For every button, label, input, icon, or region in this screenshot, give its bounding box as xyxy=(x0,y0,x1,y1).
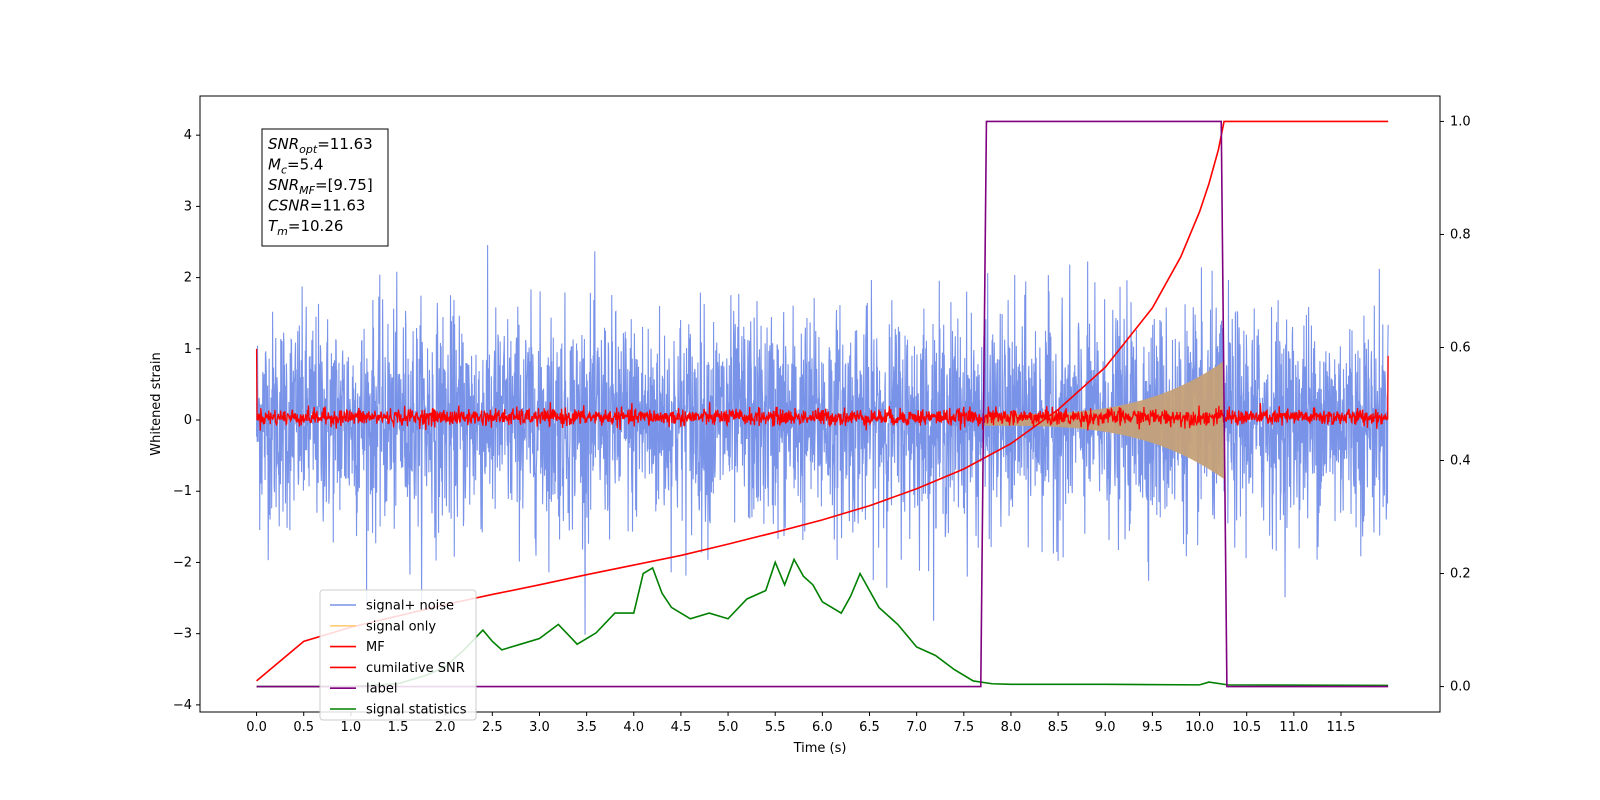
series-label xyxy=(256,120,1389,688)
x-tick-label: 10.5 xyxy=(1232,720,1261,735)
x-tick-label: 8.5 xyxy=(1048,720,1069,735)
x-tick-label: 8.0 xyxy=(1001,720,1022,735)
x-tick-label: 4.0 xyxy=(623,720,644,735)
y-tick-label-left: −3 xyxy=(173,627,192,642)
x-tick-label: 10.0 xyxy=(1185,720,1214,735)
y-tick-label-right: 0.6 xyxy=(1450,340,1471,355)
annotation-line: SNRopt=11.63 xyxy=(268,135,373,156)
x-tick-label: 6.0 xyxy=(812,720,833,735)
y-tick-label-right: 1.0 xyxy=(1450,114,1471,129)
series-signal-statistics xyxy=(256,557,1389,688)
legend-label: cumilative SNR xyxy=(366,661,465,676)
legend-label: signal statistics xyxy=(366,703,467,718)
y-tick-label-right: 0.2 xyxy=(1450,567,1471,582)
y-axis-label: Whitened strain xyxy=(149,352,164,455)
y-tick-label-right: 0.0 xyxy=(1450,680,1471,695)
legend: signal+ noise signal only MF cumilative SNR… xyxy=(319,589,477,721)
annotation-line: SNRMF=[9.75] xyxy=(268,176,373,197)
x-tick-label: 7.0 xyxy=(906,720,927,735)
x-tick-label: 2.0 xyxy=(435,720,456,735)
x-tick-label: 4.5 xyxy=(671,720,692,735)
legend-label: signal only xyxy=(366,619,436,634)
annotation-line: Tm=10.26 xyxy=(268,217,343,238)
x-tick-label: 9.5 xyxy=(1142,720,1163,735)
legend-label: MF xyxy=(366,640,385,655)
y-axis-right: 1.0 0.8 0.6 0.4 0.2 0.0 xyxy=(1440,114,1471,695)
x-tick-label: 0.5 xyxy=(293,720,314,735)
annotation-line: Mc=5.4 xyxy=(268,156,323,177)
x-tick-label: 1.5 xyxy=(388,720,409,735)
x-tick-label: 2.5 xyxy=(482,720,503,735)
x-tick-label: 3.0 xyxy=(529,720,550,735)
x-tick-label: 6.5 xyxy=(859,720,880,735)
x-tick-label: 3.5 xyxy=(576,720,597,735)
plot-frame xyxy=(199,95,1441,713)
y-tick-label-left: −4 xyxy=(173,698,192,713)
x-tick-label: 9.0 xyxy=(1095,720,1116,735)
x-tick-label: 7.5 xyxy=(953,720,974,735)
y-tick-label-left: 3 xyxy=(184,199,192,214)
legend-label: label xyxy=(366,682,397,697)
x-axis-label: Time (s) xyxy=(793,741,847,756)
y-tick-label-left: 1 xyxy=(184,342,192,357)
x-tick-label: 5.0 xyxy=(718,720,739,735)
y-tick-label-right: 0.8 xyxy=(1450,227,1471,242)
series-mf xyxy=(255,348,1389,431)
x-tick-label: 0.0 xyxy=(246,720,267,735)
annotation-line: CSNR=11.63 xyxy=(268,197,365,215)
y-tick-label-left: −2 xyxy=(173,555,192,570)
y-tick-label-left: 0 xyxy=(184,413,192,428)
y-tick-label-right: 0.4 xyxy=(1450,454,1471,469)
x-tick-label: 5.5 xyxy=(765,720,786,735)
x-tick-label: 11.0 xyxy=(1279,720,1308,735)
x-tick-label: 1.0 xyxy=(341,720,362,735)
x-axis: 0.0 0.5 1.0 1.5 2.0 2.5 3.0 3.5 4.0 4.5 5.0 5.5 6.0 6… xyxy=(246,712,1355,735)
y-tick-label-left: 2 xyxy=(184,271,192,286)
legend-label: signal+ noise xyxy=(366,599,454,614)
x-tick-label: 11.5 xyxy=(1327,720,1356,735)
y-tick-label-left: 4 xyxy=(184,128,192,143)
y-axis-left: 4 3 2 1 0 −1 −2 −3 −4 xyxy=(173,128,200,713)
annotation-box: SNRopt=11.63Mc=5.4SNRMF=[9.75]CSNR=11.63… xyxy=(261,128,389,247)
y-tick-label-left: −1 xyxy=(173,484,192,499)
